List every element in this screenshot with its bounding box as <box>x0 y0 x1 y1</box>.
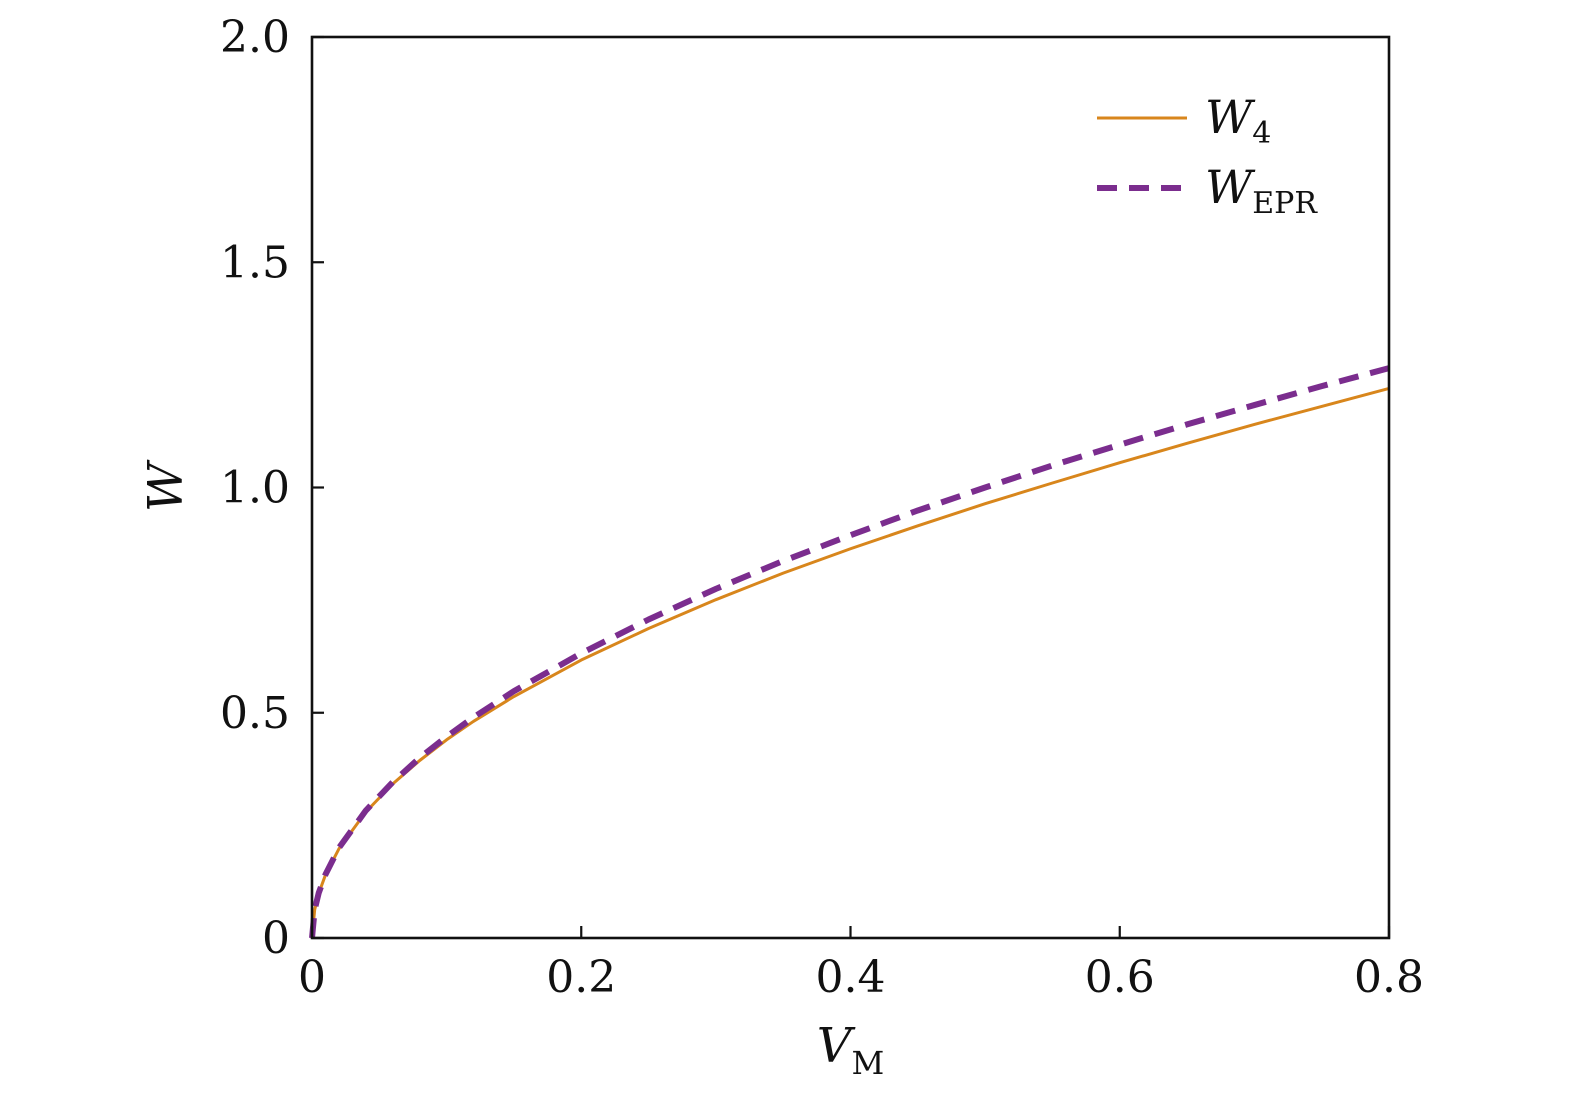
legend-label-w4: W4 <box>1205 90 1271 151</box>
x-tick-label: 0.6 <box>1085 952 1155 1003</box>
y-tick-label: 0.5 <box>220 688 290 739</box>
x-axis-label-subscript: M <box>851 1044 884 1082</box>
x-axis-label-main: V <box>817 1018 856 1074</box>
legend-label-wepr-main: W <box>1205 160 1256 214</box>
axis-ticks <box>310 35 1391 940</box>
y-axis-label: W <box>138 459 194 512</box>
series-line-w4 <box>310 386 1390 939</box>
series-line-wepr <box>309 365 1390 939</box>
x-tick-label: 0.4 <box>816 952 886 1003</box>
legend: W4 WEPR <box>1097 90 1318 221</box>
y-tick-label: 1.0 <box>220 463 290 514</box>
legend-label-wepr-subscript: EPR <box>1252 186 1318 221</box>
legend-label-w4-subscript: 4 <box>1252 116 1271 151</box>
y-tick-label: 0 <box>262 913 290 964</box>
x-tick-label: 0.2 <box>546 952 616 1003</box>
x-tick-label: 0.8 <box>1354 952 1424 1003</box>
y-tick-label: 2.0 <box>220 12 290 63</box>
x-tick-label: 0 <box>298 952 326 1003</box>
y-tick-label: 1.5 <box>220 237 290 288</box>
legend-label-wepr: WEPR <box>1205 160 1318 221</box>
legend-label-w4-main: W <box>1205 90 1256 144</box>
tick-labels: 0 0.2 0.4 0.6 0.8 0 0.5 1.0 1.5 2.0 <box>220 12 1424 1003</box>
plot-curves <box>309 365 1390 939</box>
x-axis-label: VM <box>817 1018 884 1082</box>
